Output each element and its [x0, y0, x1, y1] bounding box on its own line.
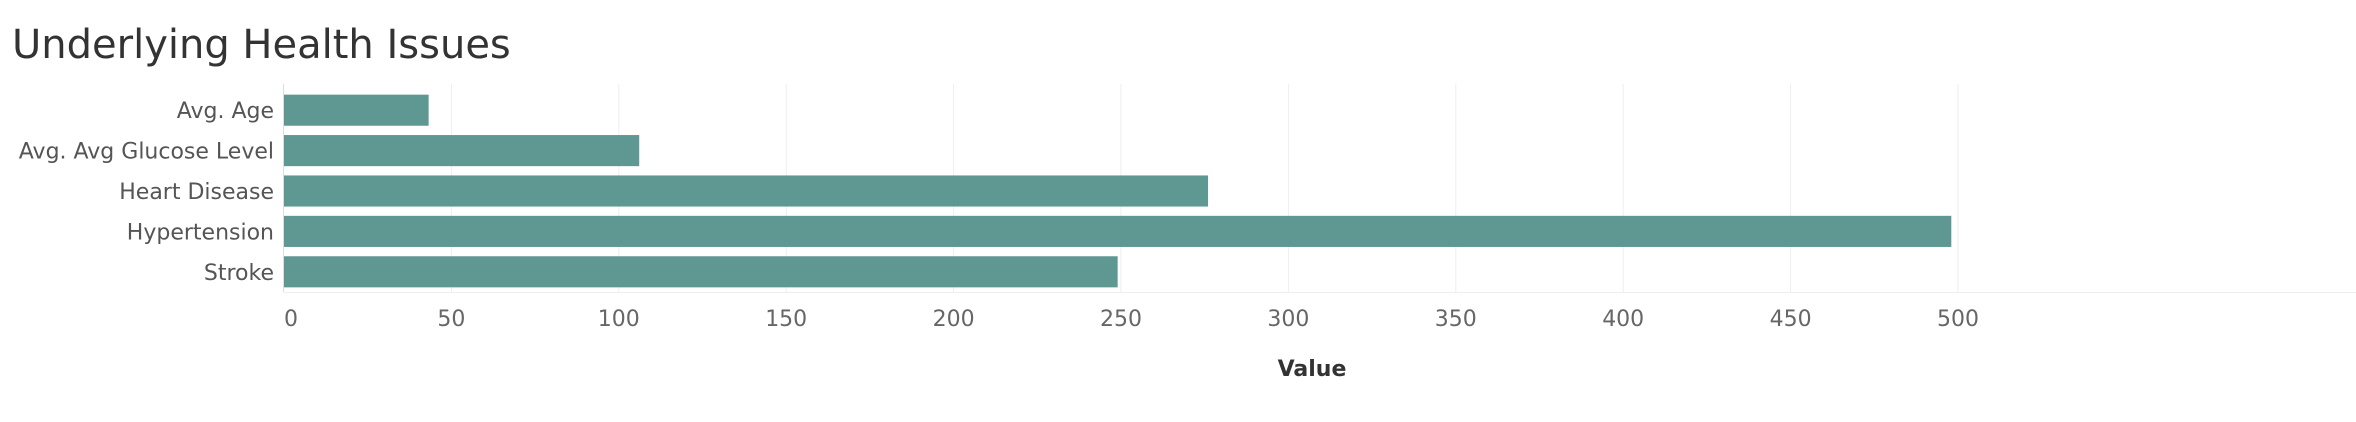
gridlines	[283, 84, 2356, 293]
bars	[284, 94, 1952, 288]
x-tick-label: 200	[933, 307, 975, 332]
x-tick-label: 50	[437, 307, 465, 332]
x-axis-title: Value	[1278, 357, 1347, 382]
category-label: Stroke	[204, 261, 274, 286]
category-label: Avg. Avg Glucose Level	[19, 140, 274, 165]
bar-hypertension[interactable]	[284, 215, 1952, 247]
x-tick-label: 350	[1435, 307, 1477, 332]
x-tick-label: 450	[1770, 307, 1812, 332]
bar-avg-age[interactable]	[284, 94, 429, 126]
x-tick-label: 500	[1937, 307, 1979, 332]
category-label: Avg. Age	[177, 99, 274, 124]
x-tick-label: 100	[598, 307, 640, 332]
x-tick-label: 400	[1602, 307, 1644, 332]
bar-stroke[interactable]	[284, 256, 1118, 288]
category-labels: Avg. Age Avg. Avg Glucose Level Heart Dise…	[19, 99, 274, 286]
x-tick-label: 250	[1100, 307, 1142, 332]
bar-heart-disease[interactable]	[284, 175, 1209, 207]
category-label: Hypertension	[127, 220, 274, 245]
x-tick-label: 150	[765, 307, 807, 332]
bar-avg-avg-glucose-level[interactable]	[284, 135, 640, 167]
x-tick-label: 300	[1267, 307, 1309, 332]
chart-title: Underlying Health Issues	[12, 22, 511, 68]
x-axis-ticks: 0 50 100 150 200 250 300 350 400 450 500	[284, 307, 1979, 332]
category-label: Heart Disease	[119, 180, 274, 205]
x-tick-label: 0	[284, 307, 298, 332]
